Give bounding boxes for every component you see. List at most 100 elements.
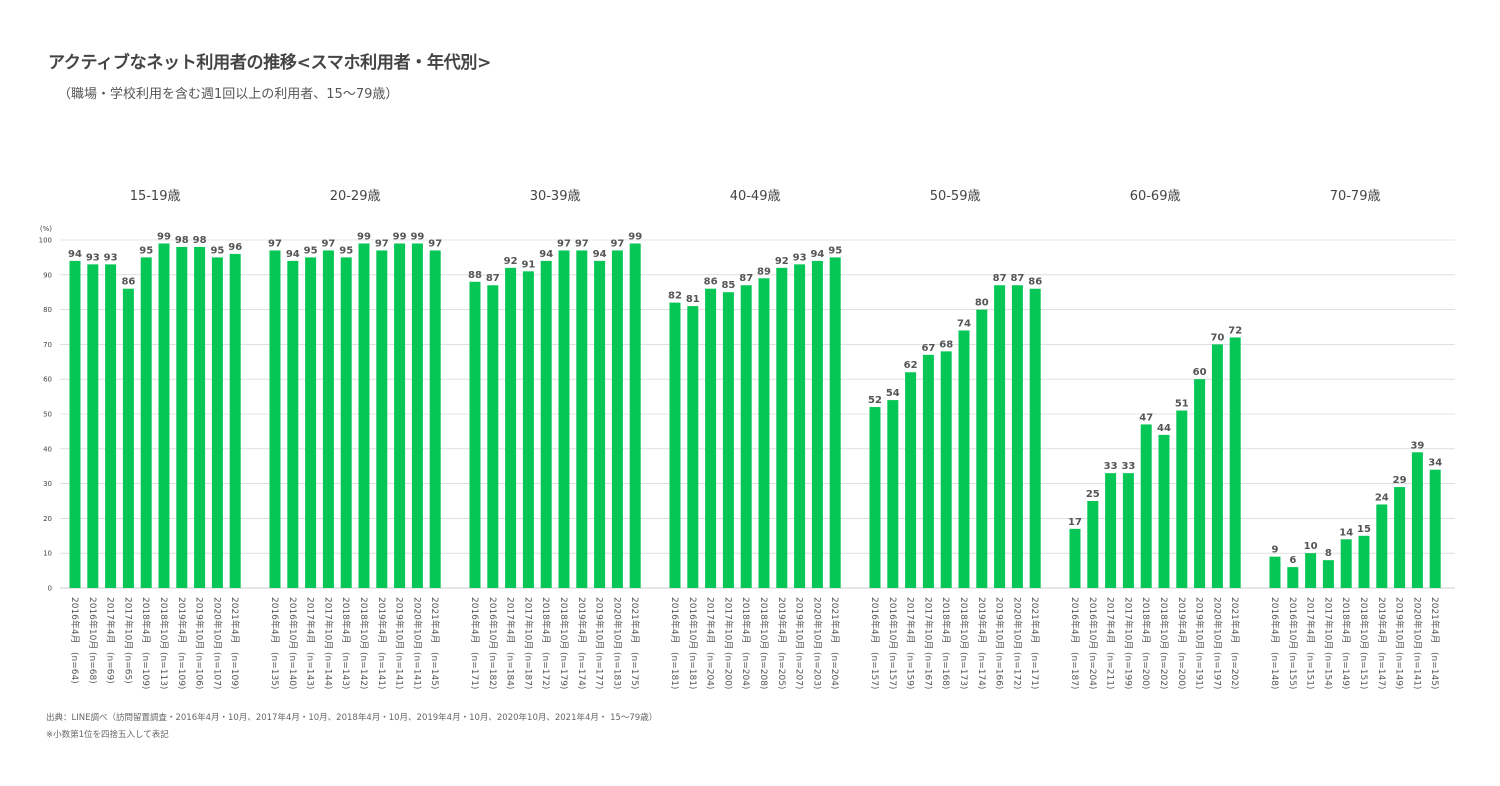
data-label: 98 xyxy=(175,235,189,246)
data-label: 14 xyxy=(1339,527,1353,538)
x-tick-label: 2020年10月 xyxy=(1011,597,1023,649)
sample-size-label: (n=205) xyxy=(776,652,786,689)
x-tick-label: 2016年10月 xyxy=(87,597,99,649)
sample-size-label: (n=174) xyxy=(576,652,586,689)
bar xyxy=(1429,469,1441,588)
sample-size-label: (n=197) xyxy=(1211,652,1221,689)
data-label: 10 xyxy=(1304,541,1318,552)
x-tick-label: 2021年4月 xyxy=(829,597,841,644)
bar xyxy=(269,250,281,588)
bar xyxy=(611,250,623,588)
sample-size-label: (n=187) xyxy=(522,652,532,689)
x-tick-label: 2018年10月 xyxy=(758,597,770,649)
bar xyxy=(1322,560,1334,588)
data-label: 85 xyxy=(721,280,735,291)
bar xyxy=(869,407,881,588)
x-tick-label: 2017年10月 xyxy=(522,597,534,649)
y-axis-unit: (%) xyxy=(40,225,52,233)
x-tick-label: 2016年4月 xyxy=(1269,597,1281,644)
bar xyxy=(176,246,188,588)
data-label: 68 xyxy=(939,339,953,350)
sample-size-label: (n=151) xyxy=(1358,652,1368,689)
sample-size-label: (n=173) xyxy=(958,652,968,689)
bar xyxy=(629,243,641,589)
sample-size-label: (n=148) xyxy=(1269,652,1279,689)
sample-size-label: (n=145) xyxy=(1429,652,1439,689)
bar xyxy=(958,330,970,588)
data-label: 94 xyxy=(68,249,82,260)
x-tick-label: 2018年4月 xyxy=(1140,597,1152,644)
bar xyxy=(1011,285,1023,588)
x-tick-label: 2018年4月 xyxy=(140,597,152,644)
data-label: 94 xyxy=(539,249,553,260)
bar xyxy=(105,264,117,588)
x-tick-label: 2018年10月 xyxy=(1358,597,1370,649)
data-label: 95 xyxy=(828,245,842,256)
x-tick-label: 2019年10月 xyxy=(394,597,406,649)
x-tick-label: 2016年10月 xyxy=(487,597,499,649)
bar xyxy=(487,285,499,588)
bar xyxy=(1358,535,1370,588)
x-tick-label: 2021年4月 xyxy=(1429,597,1441,644)
x-tick-label: 2020年10月 xyxy=(1411,597,1423,649)
sample-size-label: (n=145) xyxy=(429,652,439,689)
x-tick-label: 2020年10月 xyxy=(211,597,223,649)
bar xyxy=(976,309,988,588)
bar xyxy=(776,267,788,588)
data-label: 86 xyxy=(704,277,718,288)
data-label: 92 xyxy=(775,256,789,267)
x-tick-label: 2016年4月 xyxy=(1069,597,1081,644)
bar xyxy=(1029,288,1041,588)
group-title: 60-69歳 xyxy=(1130,189,1181,204)
sample-size-label: (n=157) xyxy=(869,652,879,689)
data-label: 24 xyxy=(1375,492,1389,503)
data-label: 47 xyxy=(1139,412,1153,423)
sample-size-label: (n=65) xyxy=(122,652,132,684)
sample-size-label: (n=141) xyxy=(411,652,421,689)
sample-size-label: (n=109) xyxy=(176,652,186,689)
y-tick-label: 90 xyxy=(43,271,52,279)
bar xyxy=(705,288,717,588)
sample-size-label: (n=157) xyxy=(887,652,897,689)
x-tick-label: 2016年10月 xyxy=(887,597,899,649)
data-label: 29 xyxy=(1393,475,1407,486)
data-label: 97 xyxy=(375,238,389,249)
sample-size-label: (n=142) xyxy=(358,652,368,689)
data-label: 97 xyxy=(610,238,624,249)
x-tick-label: 2019年10月 xyxy=(594,597,606,649)
sample-size-label: (n=171) xyxy=(469,652,479,689)
data-label: 52 xyxy=(868,395,882,406)
bar xyxy=(194,246,206,588)
bar xyxy=(1305,553,1317,588)
sample-size-label: (n=107) xyxy=(211,652,221,689)
sample-size-label: (n=199) xyxy=(1122,652,1132,689)
sample-size-label: (n=144) xyxy=(322,652,332,689)
data-label: 97 xyxy=(321,238,335,249)
group-title: 20-29歳 xyxy=(330,189,381,204)
bar xyxy=(122,288,134,588)
y-tick-label: 50 xyxy=(43,411,52,419)
bar xyxy=(1158,434,1170,588)
bar xyxy=(829,257,841,588)
bar xyxy=(1340,539,1352,588)
sample-size-label: (n=182) xyxy=(487,652,497,689)
sample-size-label: (n=166) xyxy=(994,652,1004,689)
y-tick-label: 10 xyxy=(43,550,52,558)
data-label: 34 xyxy=(1428,458,1442,469)
data-label: 99 xyxy=(157,231,171,242)
x-tick-label: 2018年4月 xyxy=(540,597,552,644)
bar xyxy=(1069,528,1081,588)
x-tick-label: 2017年4月 xyxy=(705,597,717,644)
sample-size-label: (n=204) xyxy=(705,652,715,689)
sample-size-label: (n=202) xyxy=(1229,652,1239,689)
group-title: 50-59歳 xyxy=(930,189,981,204)
bar xyxy=(358,243,370,589)
data-label: 99 xyxy=(628,231,642,242)
sample-size-label: (n=172) xyxy=(1011,652,1021,689)
x-tick-label: 2018年4月 xyxy=(1340,597,1352,644)
bar xyxy=(811,260,823,588)
data-label: 97 xyxy=(575,238,589,249)
sample-size-label: (n=202) xyxy=(1158,652,1168,689)
sample-size-label: (n=143) xyxy=(340,652,350,689)
data-label: 86 xyxy=(121,277,135,288)
